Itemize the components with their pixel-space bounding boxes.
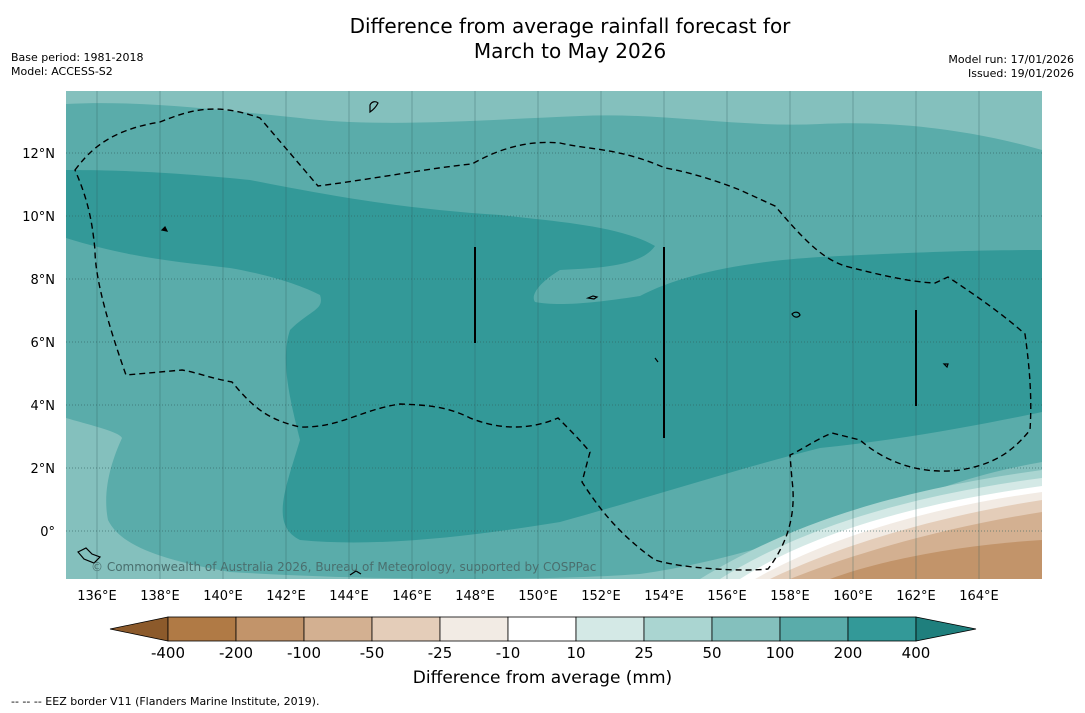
colorbar-segment-50-100: [711, 616, 781, 642]
meta-left: Base period: 1981-2018 Model: ACCESS-S2: [11, 51, 143, 79]
lon-label-148e: 148°E: [455, 589, 495, 604]
lat-label-2n: 2°N: [31, 462, 56, 477]
lon-label-140e: 140°E: [203, 589, 243, 604]
base-period: Base period: 1981-2018: [11, 51, 144, 64]
colorbar: -400 -200 -100 -50 -25 -10 10 25 50 100 …: [109, 616, 977, 662]
lat-labels: 12°N 10°N 8°N 6°N 4°N 2°N 0°: [22, 147, 55, 540]
lat-label-0: 0°: [40, 525, 55, 540]
tick-minus-400: -400: [151, 644, 185, 662]
tick-25: 25: [634, 644, 653, 662]
ridge-lines: [474, 247, 917, 438]
field-200-400: [66, 170, 1042, 543]
map-fields: © Commonwealth of Australia 2026, Bureau…: [66, 91, 1042, 579]
tick-minus-10: -10: [496, 644, 521, 662]
tick-minus-100: -100: [287, 644, 321, 662]
lat-label-8n: 8°N: [31, 273, 56, 288]
lon-label-146e: 146°E: [392, 589, 432, 604]
colorbar-segment-10-25: [575, 616, 645, 642]
lon-label-164e: 164°E: [959, 589, 999, 604]
chart-title: Difference from average rainfall forecas…: [0, 14, 1085, 64]
lon-label-162e: 162°E: [896, 589, 936, 604]
lon-label-154e: 154°E: [644, 589, 684, 604]
title-line-2: March to May 2026: [473, 39, 667, 63]
lon-label-158e: 158°E: [770, 589, 810, 604]
lon-label-152e: 152°E: [581, 589, 621, 604]
colorbar-segment-200-100-neg: [235, 616, 305, 642]
lat-label-6n: 6°N: [31, 336, 56, 351]
tick-400: 400: [902, 644, 931, 662]
lon-label-136e: 136°E: [77, 589, 117, 604]
lat-label-12n: 12°N: [22, 147, 55, 162]
lon-label-160e: 160°E: [833, 589, 873, 604]
colorbar-segment-400-200-neg: [167, 616, 237, 642]
lon-label-144e: 144°E: [329, 589, 369, 604]
tick-50: 50: [702, 644, 721, 662]
colorbar-segment-50-25-neg: [371, 616, 441, 642]
lon-label-156e: 156°E: [707, 589, 747, 604]
lat-label-4n: 4°N: [31, 399, 56, 414]
lon-labels: 136°E 138°E 140°E 142°E 144°E 146°E 148°…: [77, 589, 999, 604]
model-run: Model run: 17/01/2026: [948, 53, 1074, 66]
eez-border: [74, 108, 1032, 571]
tick-10: 10: [566, 644, 585, 662]
tick-minus-25: -25: [428, 644, 453, 662]
tick-minus-50: -50: [360, 644, 385, 662]
meta-right: Model run: 17/01/2026 Issued: 19/01/2026: [948, 53, 1074, 81]
colorbar-segment-100-50-neg: [303, 616, 373, 642]
lon-label-138e: 138°E: [140, 589, 180, 604]
lat-label-10n: 10°N: [22, 210, 55, 225]
field-minus-100-200: [830, 540, 1042, 579]
colorbar-arrow-high: [915, 616, 977, 642]
tick-minus-200: -200: [219, 644, 253, 662]
lon-label-150e: 150°E: [518, 589, 558, 604]
colorbar-ticks: -400 -200 -100 -50 -25 -10 10 25 50 100 …: [151, 644, 930, 662]
colorbar-segment-200-400: [847, 616, 917, 642]
islands: [77, 101, 949, 576]
colorbar-segment-25-10-neg: [439, 616, 509, 642]
lat-gridlines: [66, 152, 1042, 532]
colorbar-segment-neutral: [507, 616, 577, 642]
footnote: -- -- -- EEZ border V11 (Flanders Marine…: [11, 695, 320, 708]
issued-date: Issued: 19/01/2026: [967, 67, 1074, 80]
title-line-1: Difference from average rainfall forecas…: [349, 14, 791, 38]
model-name: Model: ACCESS-S2: [11, 65, 113, 78]
colorbar-title: Difference from average (mm): [412, 668, 673, 688]
colorbar-segment-25-50: [643, 616, 713, 642]
colorbar-segment-100-200: [779, 616, 849, 642]
field-50-100-north: [66, 91, 1042, 150]
tick-200: 200: [834, 644, 863, 662]
copyright-notice: © Commonwealth of Australia 2026, Bureau…: [91, 560, 596, 574]
colorbar-arrow-low: [109, 616, 169, 642]
tick-100: 100: [766, 644, 795, 662]
lon-label-142e: 142°E: [266, 589, 306, 604]
